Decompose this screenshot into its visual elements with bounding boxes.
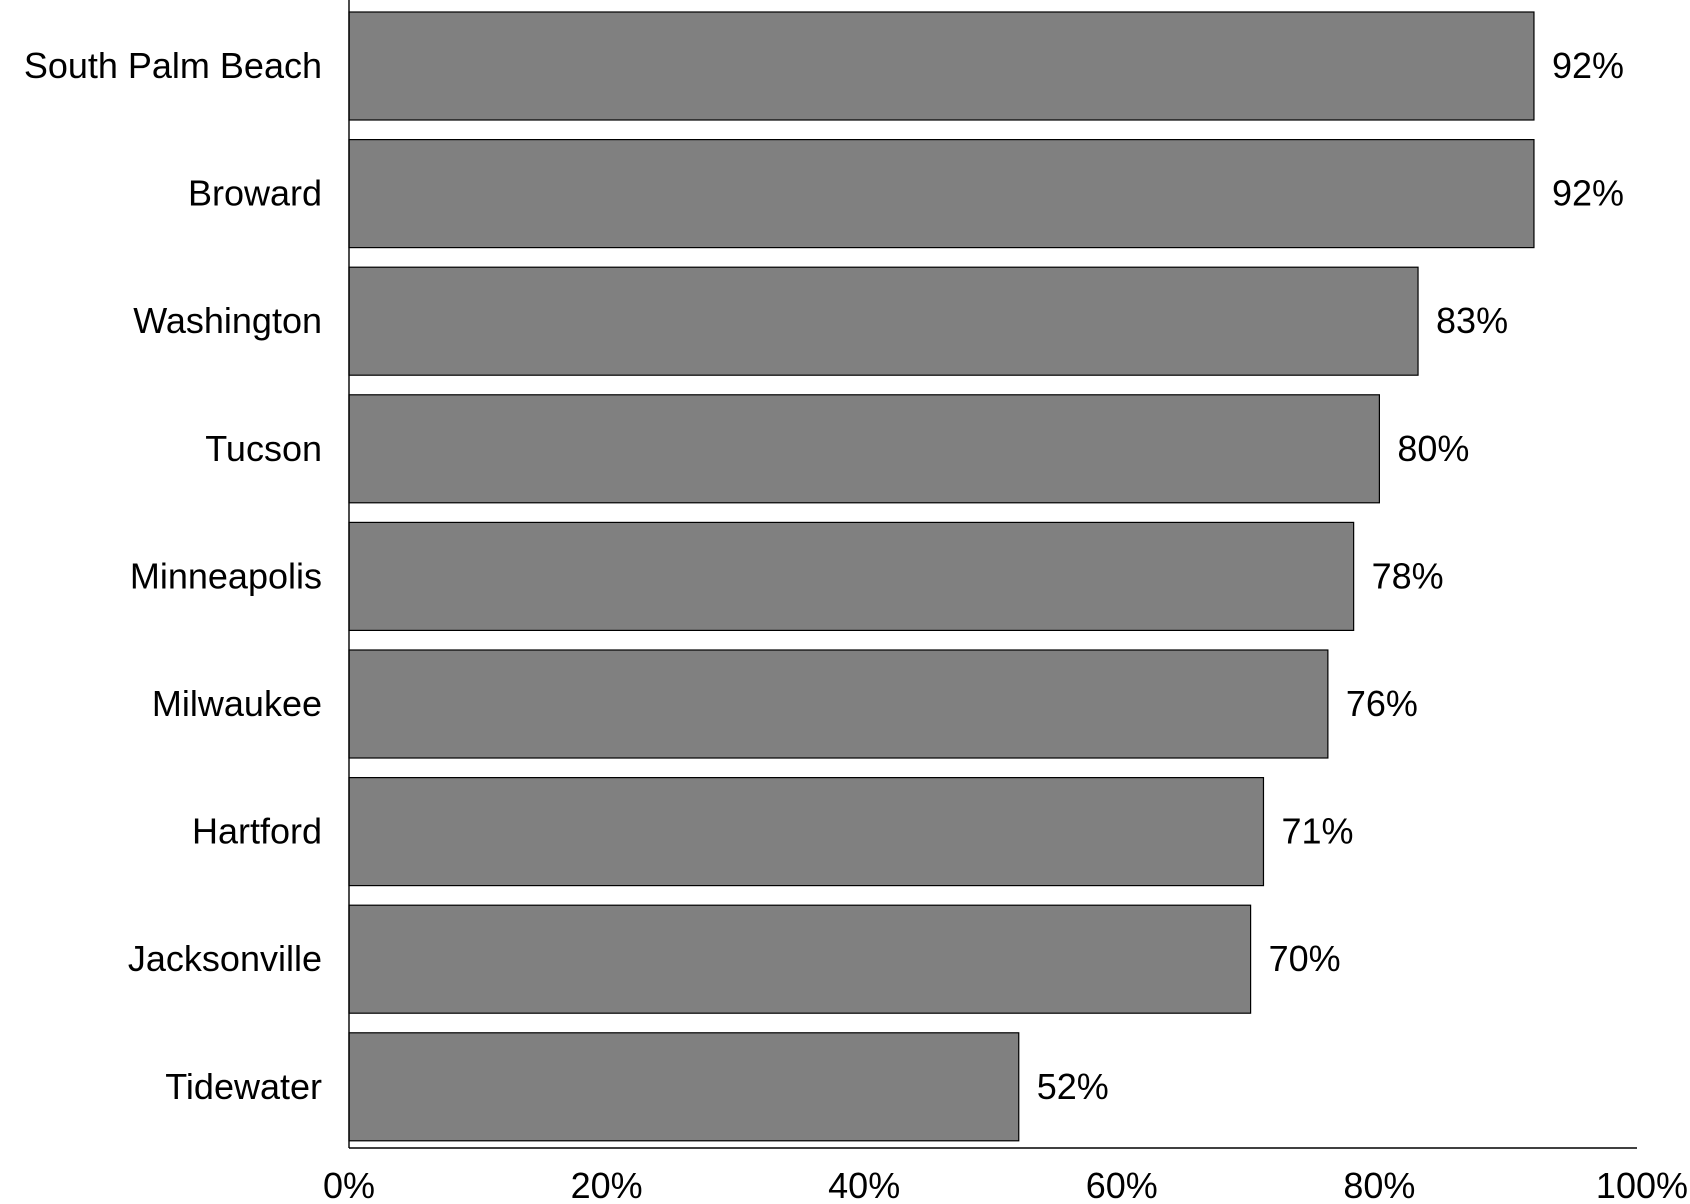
value-label-5: 76% [1346, 683, 1418, 724]
x-tick-label-5: 100% [1596, 1165, 1688, 1204]
bar-4 [348, 521, 1355, 632]
category-label-0: South Palm Beach [24, 45, 322, 86]
value-label-2: 83% [1436, 300, 1508, 341]
category-labels-group: South Palm Beach Broward Washington Tucson M… [24, 45, 322, 1107]
bar-0 [348, 11, 1535, 121]
category-label-6: Hartford [192, 811, 322, 852]
bar-2 [348, 266, 1419, 376]
value-label-7: 70% [1269, 938, 1341, 979]
value-label-3: 80% [1397, 428, 1469, 469]
category-label-7: Jacksonville [128, 938, 322, 979]
x-tick-label-3: 60% [1086, 1165, 1158, 1204]
x-tick-label-0: 0% [323, 1165, 375, 1204]
value-label-6: 71% [1281, 811, 1353, 852]
bar-3 [348, 394, 1381, 504]
value-label-0: 92% [1552, 45, 1624, 86]
value-label-1: 92% [1552, 173, 1624, 214]
x-tick-label-1: 20% [571, 1165, 643, 1204]
category-label-3: Tucson [205, 428, 322, 469]
category-label-2: Washington [133, 300, 322, 341]
x-tick-label-4: 80% [1343, 1165, 1415, 1204]
bar-6 [348, 776, 1265, 887]
x-tick-label-2: 40% [828, 1165, 900, 1204]
category-label-4: Minneapolis [130, 555, 322, 596]
category-label-1: Broward [188, 173, 322, 214]
bar-5 [348, 649, 1329, 759]
bar-1 [348, 139, 1535, 249]
bars-group [348, 11, 1535, 1142]
value-label-8: 52% [1037, 1066, 1109, 1107]
category-label-8: Tidewater [165, 1066, 322, 1107]
x-tick-labels-group: 0% 20% 40% 60% 80% 100% [323, 1165, 1688, 1204]
bar-8 [348, 1032, 1020, 1142]
bar-7 [348, 904, 1252, 1014]
value-labels-group: 92% 92% 83% 80% 78% 76% 71% 70% 52% [1037, 45, 1624, 1107]
category-label-5: Milwaukee [152, 683, 322, 724]
value-label-4: 78% [1372, 555, 1444, 596]
